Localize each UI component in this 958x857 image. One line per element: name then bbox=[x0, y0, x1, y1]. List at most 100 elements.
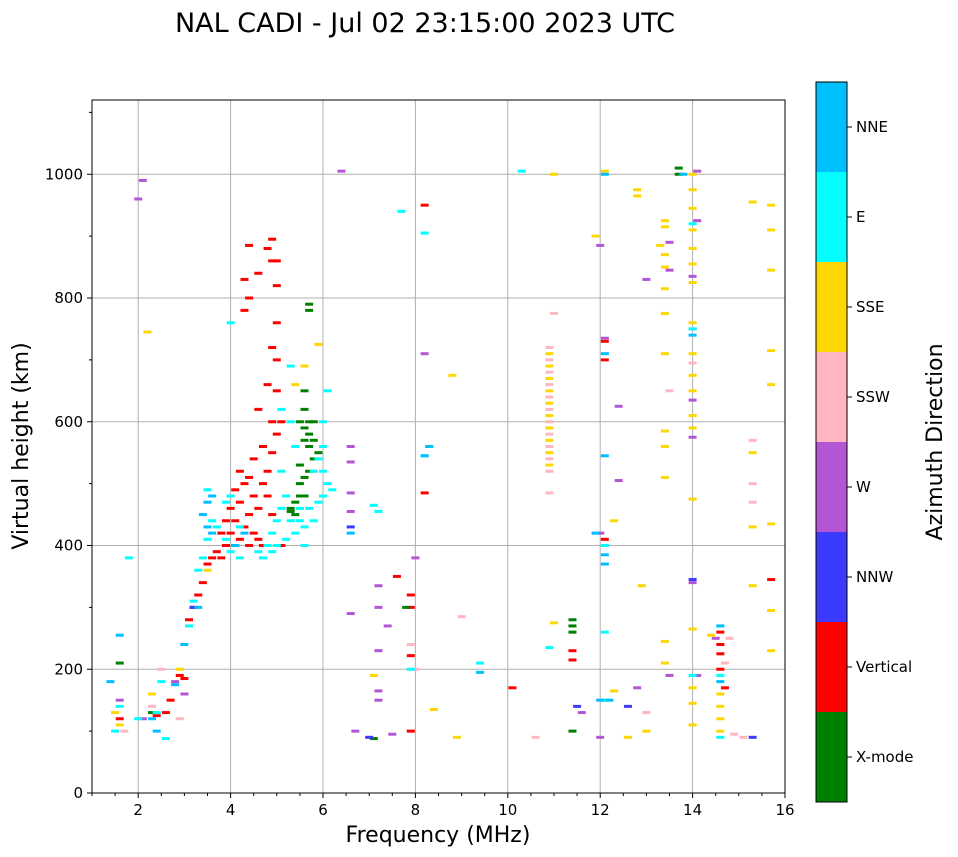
echo-point-e bbox=[124, 556, 133, 560]
echo-point-vertical bbox=[212, 550, 221, 554]
echo-point-sse bbox=[688, 247, 697, 250]
echo-point-vertical bbox=[254, 506, 263, 510]
echo-point-e bbox=[688, 673, 697, 677]
echo-point-sse bbox=[550, 621, 558, 625]
echo-point-w bbox=[642, 277, 651, 281]
echo-point-e bbox=[517, 169, 526, 173]
echo-point-sse bbox=[660, 475, 669, 479]
echo-point-x-mode bbox=[291, 500, 300, 504]
colorbar-label: NNE bbox=[856, 118, 888, 136]
echo-point-vertical bbox=[185, 618, 194, 622]
echo-point-vertical bbox=[198, 581, 207, 585]
echo-point-vertical bbox=[720, 686, 729, 690]
echo-point-vertical bbox=[600, 537, 609, 541]
echo-point-ssw bbox=[739, 735, 748, 739]
echo-point-vertical bbox=[406, 605, 415, 609]
echo-point-x-mode bbox=[115, 661, 124, 665]
echo-point-w bbox=[346, 460, 355, 464]
echo-point-w bbox=[180, 692, 189, 696]
echo-point-e bbox=[268, 531, 277, 535]
echo-point-vertical bbox=[272, 389, 281, 393]
echo-point-nne bbox=[203, 500, 212, 504]
echo-point-sse bbox=[688, 723, 697, 727]
echo-point-sse bbox=[748, 525, 757, 529]
echo-point-x-mode bbox=[369, 737, 378, 741]
echo-point-w bbox=[138, 178, 147, 182]
echo-point-nnw bbox=[346, 525, 355, 529]
echo-point-vertical bbox=[272, 321, 281, 325]
echo-point-ssw bbox=[730, 732, 739, 736]
echo-point-ssw bbox=[665, 389, 674, 393]
echo-point-w bbox=[600, 336, 609, 340]
echo-point-ssw bbox=[545, 420, 554, 424]
echo-point-sse bbox=[688, 281, 697, 285]
x-tick-label: 4 bbox=[226, 801, 236, 819]
echo-point-e bbox=[272, 544, 281, 547]
echo-point-e bbox=[328, 488, 337, 492]
colorbar-label: SSW bbox=[856, 388, 890, 406]
echo-point-w bbox=[374, 649, 383, 653]
echo-point-sse bbox=[660, 352, 669, 356]
colorbar-label: NNW bbox=[856, 568, 893, 586]
echo-point-nne bbox=[346, 531, 355, 535]
echo-point-vertical bbox=[268, 513, 277, 517]
echo-point-vertical bbox=[268, 259, 277, 263]
echo-point-nnw bbox=[688, 578, 697, 582]
echo-point-e bbox=[397, 209, 406, 213]
echo-point-x-mode bbox=[295, 420, 304, 424]
echo-point-e bbox=[716, 735, 725, 739]
echo-point-w bbox=[420, 352, 429, 356]
echo-point-vertical bbox=[175, 673, 184, 677]
echo-point-sse bbox=[688, 262, 697, 266]
echo-point-e bbox=[716, 673, 725, 677]
echo-point-vertical bbox=[245, 296, 254, 300]
echo-point-w bbox=[665, 240, 674, 244]
echo-point-e bbox=[161, 737, 170, 741]
echo-point-sse bbox=[688, 172, 697, 176]
echo-point-vertical bbox=[231, 519, 240, 523]
azimuth-colorbar: X-mode Vertical NNW W SSW SSE E NNE bbox=[815, 81, 913, 803]
echo-point-sse bbox=[591, 234, 600, 238]
echo-point-w bbox=[665, 673, 674, 677]
echo-point-vertical bbox=[258, 544, 267, 547]
echo-point-sse bbox=[148, 692, 157, 696]
echo-point-x-mode bbox=[291, 513, 300, 517]
echo-point-e bbox=[226, 550, 235, 554]
echo-point-w bbox=[346, 445, 355, 448]
echo-point-e bbox=[277, 469, 286, 473]
echo-point-nne bbox=[198, 513, 207, 517]
echo-point-sse bbox=[767, 649, 776, 653]
echo-point-sse bbox=[623, 735, 632, 739]
echo-point-vertical bbox=[235, 537, 244, 541]
echo-point-vertical bbox=[263, 469, 272, 473]
echo-point-sse bbox=[660, 445, 669, 448]
echo-point-e bbox=[282, 537, 291, 541]
echo-point-sse bbox=[545, 463, 554, 467]
echo-point-vertical bbox=[217, 531, 226, 535]
echo-point-nnw bbox=[573, 704, 582, 708]
echo-point-e bbox=[282, 494, 291, 498]
echo-point-vertical bbox=[392, 574, 401, 578]
echo-point-e bbox=[319, 469, 327, 473]
echo-point-vertical bbox=[194, 593, 203, 597]
echo-point-x-mode bbox=[305, 302, 314, 306]
echo-point-sse bbox=[688, 426, 697, 430]
colorbar-segment-e bbox=[816, 172, 847, 262]
echo-point-vertical bbox=[115, 717, 124, 721]
echo-point-vertical bbox=[217, 556, 226, 560]
echo-point-vertical bbox=[406, 593, 415, 597]
colorbar-segment-ssw bbox=[816, 352, 847, 442]
echo-point-vertical bbox=[268, 451, 277, 455]
chart-title: NAL CADI - Jul 02 23:15:00 2023 UTC bbox=[175, 8, 675, 39]
echo-point-e bbox=[258, 556, 267, 560]
echo-point-sse bbox=[748, 584, 757, 588]
y-tick-label: 200 bbox=[54, 660, 83, 678]
echo-point-sse bbox=[642, 729, 651, 733]
echo-point-sse bbox=[633, 188, 642, 192]
echo-point-nne bbox=[208, 494, 217, 498]
echo-point-sse bbox=[767, 203, 776, 207]
echo-point-vertical bbox=[249, 531, 258, 535]
echo-point-sse bbox=[111, 711, 120, 715]
echo-point-sse bbox=[314, 342, 323, 346]
